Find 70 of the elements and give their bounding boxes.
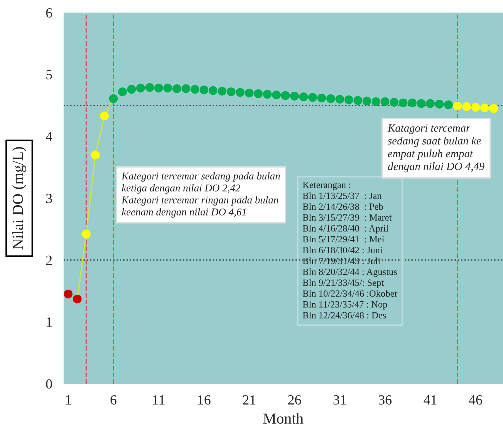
point — [462, 102, 472, 112]
point — [172, 84, 182, 94]
point — [380, 98, 390, 106]
y-tick-label: 1 — [47, 318, 52, 327]
point — [471, 103, 480, 112]
annotation: Kategori tercemar sedang pada bulan ketiga dengan nilai DO 2,42 Kategori tercemar ringan pada bulan keenam dengan nilai DO 4,61 — [122, 172, 280, 218]
x-tick-label: 36 — [379, 396, 392, 405]
point — [417, 99, 426, 108]
point — [136, 84, 146, 93]
annotation: Katagori tercemar sedang saat bulan ke empat puluh empat dengan nilai DO 4,49 — [388, 124, 485, 173]
point — [164, 84, 172, 93]
point — [354, 96, 363, 106]
x-tick-label: 21 — [243, 396, 256, 405]
point — [490, 104, 498, 114]
x-tick-label: 6 — [110, 396, 117, 405]
point — [399, 98, 408, 108]
point — [435, 100, 444, 109]
point — [326, 94, 336, 104]
point — [64, 290, 73, 299]
x-tick-label: 26 — [288, 396, 302, 405]
point — [426, 99, 435, 108]
point — [362, 96, 372, 106]
point — [344, 96, 354, 104]
y-axis-title: Nilai DO (mg/L) — [12, 147, 26, 250]
point — [146, 83, 154, 92]
point — [263, 90, 272, 99]
point — [281, 91, 290, 100]
point — [226, 88, 236, 96]
point — [372, 98, 381, 106]
point — [182, 84, 190, 94]
point — [91, 150, 100, 160]
y-tick-label: 6 — [46, 8, 52, 18]
point — [290, 92, 300, 101]
x-tick-label: 11 — [153, 396, 165, 405]
y-tick-label: 5 — [46, 70, 52, 80]
point — [190, 85, 200, 94]
point — [118, 88, 128, 96]
x-tick-label: 46 — [469, 396, 482, 405]
point — [245, 88, 254, 98]
point — [82, 230, 91, 239]
y-tick-label: 0 — [46, 380, 52, 389]
point — [100, 112, 110, 121]
x-tick-label: 41 — [424, 396, 437, 405]
point — [336, 95, 344, 104]
point — [254, 90, 263, 98]
x-axis-title: Month — [264, 413, 304, 424]
point — [299, 92, 308, 102]
point — [127, 85, 136, 94]
point — [408, 98, 417, 108]
point — [480, 104, 490, 113]
x-tick-label: 31 — [334, 396, 346, 405]
point — [272, 90, 282, 100]
y-tick-label: 4 — [46, 132, 53, 142]
point — [308, 93, 318, 102]
point — [218, 87, 227, 96]
text: Keterangan : Bln 1/13/25/37 : Jan Bln 2/14/26/38 : Peb Bln 3/15/27/39 : Maret Bln 4/16/28/40 : April Bln 5/17/29/41 : Mei Bln 6/18/30/42 : Juni Bln 7/19/31/43 : Juli Bln 8/20/32/44 : Agustus Bln 9/21/33/45/: Sept Bln 10/22/34/46 :Okober Bln 11/23/35/47 : Nop Bln 12/24/36/48 : Des — [303, 182, 398, 319]
x-tick-label: 1 — [66, 396, 72, 405]
point — [444, 100, 454, 110]
y-tick-label: 2 — [46, 256, 52, 266]
point — [109, 94, 118, 104]
point — [154, 84, 164, 93]
point — [236, 88, 245, 98]
point — [208, 86, 218, 96]
point — [453, 102, 462, 111]
x-tick-label: 16 — [198, 396, 211, 405]
y-tick-label: 3 — [46, 194, 52, 204]
point — [318, 94, 326, 103]
point — [200, 86, 209, 95]
point — [73, 294, 82, 304]
point — [390, 98, 399, 107]
